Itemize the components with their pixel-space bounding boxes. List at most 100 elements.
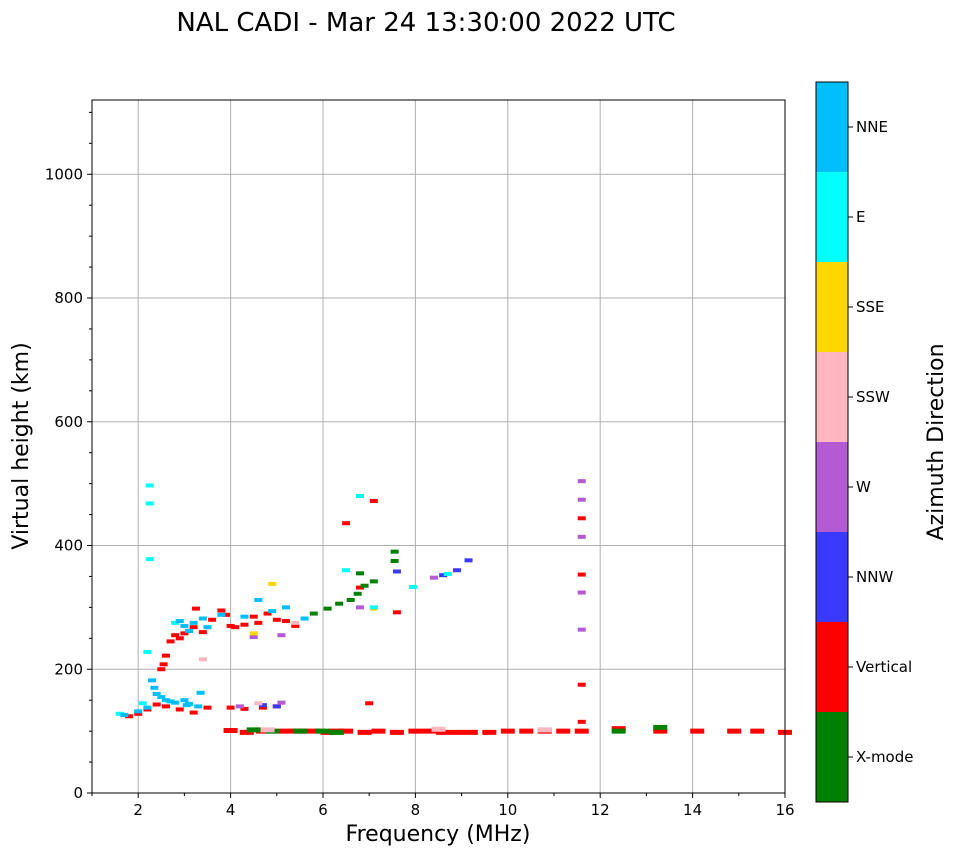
data-point-x-mode xyxy=(360,583,369,588)
data-point-ssw xyxy=(198,657,207,662)
colorbar: X-mode Vertical NNW W SSW SSE E NNE xyxy=(816,82,913,802)
data-point-vertical xyxy=(159,662,168,667)
data-point-vertical xyxy=(519,728,534,734)
x-axis: 2 4 6 8 10 12 14 16 xyxy=(91,793,795,819)
data-point-nne xyxy=(182,703,191,708)
data-point-nne xyxy=(282,605,291,610)
data-point-vertical xyxy=(223,728,238,734)
data-point-vertical xyxy=(189,710,198,715)
data-point-ssw xyxy=(537,727,552,733)
colorbar-segment xyxy=(816,82,848,172)
data-point-x-mode xyxy=(309,611,318,616)
data-point-vertical xyxy=(556,728,571,734)
data-point-vertical xyxy=(279,728,294,734)
y-tick-label: 800 xyxy=(54,289,83,307)
colorbar-segment xyxy=(816,622,848,712)
colorbar-tick-label: NNW xyxy=(856,568,893,586)
data-point-vertical xyxy=(272,617,281,622)
data-point-w xyxy=(577,479,586,484)
data-point-e xyxy=(138,701,147,706)
data-point-vertical xyxy=(727,728,742,734)
data-point-w xyxy=(235,704,244,709)
data-point-vertical xyxy=(482,729,497,735)
data-point-nne xyxy=(254,597,263,602)
colorbar-tick-label: NNE xyxy=(856,118,888,136)
data-point-vertical xyxy=(240,622,249,627)
data-point-w xyxy=(249,635,258,640)
data-point-x-mode xyxy=(316,728,330,734)
data-point-nnw xyxy=(272,704,281,709)
x-tick-label: 12 xyxy=(591,801,610,819)
data-point-nne xyxy=(268,609,277,614)
plot-frame xyxy=(91,99,786,794)
y-tick-label: 600 xyxy=(54,413,83,431)
y-axis-label: Virtual height (km) xyxy=(9,342,34,549)
data-point-vertical xyxy=(124,714,133,719)
colorbar-tick-label: E xyxy=(856,208,865,226)
colorbar-label: Azimuth Direction xyxy=(924,343,949,540)
colorbar-segment xyxy=(816,352,848,442)
data-point-w xyxy=(277,700,286,705)
data-point-vertical xyxy=(357,729,372,735)
data-point-vertical xyxy=(254,620,263,625)
data-point-nnw xyxy=(452,568,461,573)
data-point-nne xyxy=(143,705,152,710)
data-point-vertical xyxy=(577,572,586,577)
data-point-vertical xyxy=(191,606,200,611)
x-tick-label: 8 xyxy=(411,801,421,819)
data-point-vertical xyxy=(690,728,705,734)
data-point-e xyxy=(369,605,378,610)
colorbar-tick-label: SSE xyxy=(856,298,885,316)
data-point-vertical xyxy=(152,702,161,707)
x-tick-label: 2 xyxy=(133,801,143,819)
data-point-vertical xyxy=(134,711,143,716)
data-point-ssw xyxy=(260,727,275,733)
data-point-vertical xyxy=(500,728,515,734)
x-axis-label: Frequency (MHz) xyxy=(346,822,531,847)
data-point-nne xyxy=(196,690,205,695)
data-point-vertical xyxy=(249,614,258,619)
data-point-vertical xyxy=(175,636,184,641)
data-point-ssw xyxy=(254,701,263,706)
data-point-nne xyxy=(180,698,189,703)
data-point-vertical xyxy=(240,706,249,711)
colorbar-segment xyxy=(816,442,848,532)
data-point-ssw xyxy=(431,726,446,732)
data-point-nne xyxy=(180,623,189,628)
data-point-vertical xyxy=(175,707,184,712)
data-point-vertical xyxy=(226,705,235,710)
y-tick-label: 0 xyxy=(73,784,83,802)
colorbar-frame xyxy=(815,81,849,803)
x-tick-label: 16 xyxy=(775,801,794,819)
x-tick-label: 10 xyxy=(498,801,517,819)
data-point-e xyxy=(115,711,124,716)
data-point-nne xyxy=(120,713,129,718)
data-point-w xyxy=(277,633,286,638)
data-point-x-mode xyxy=(346,597,355,602)
data-point-vertical xyxy=(365,701,374,706)
data-point-nne xyxy=(240,614,249,619)
data-point-nnw xyxy=(258,703,267,708)
data-point-nne xyxy=(152,692,161,696)
data-point-w xyxy=(577,534,586,539)
data-point-x-mode xyxy=(390,558,399,563)
data-point-nne xyxy=(203,625,212,630)
data-point-vertical xyxy=(750,728,765,734)
data-point-x-mode xyxy=(323,606,332,611)
data-point-vertical xyxy=(171,633,180,638)
colorbar-segment xyxy=(816,532,848,622)
y-tick-label: 1000 xyxy=(45,165,83,183)
data-point-nne xyxy=(171,700,180,705)
data-point-vertical xyxy=(463,729,478,735)
data-point-ssw xyxy=(291,620,300,625)
colorbar-tick-label: W xyxy=(856,478,871,496)
data-point-vertical xyxy=(189,625,198,630)
colorbar-segment xyxy=(816,172,848,262)
chart-title: NAL CADI - Mar 24 13:30:00 2022 UTC xyxy=(176,8,675,38)
x-tick-label: 14 xyxy=(683,801,702,819)
data-point-vertical xyxy=(342,521,351,526)
data-point-e xyxy=(409,584,418,589)
data-point-vertical xyxy=(408,728,423,734)
data-point-nne xyxy=(161,698,170,703)
